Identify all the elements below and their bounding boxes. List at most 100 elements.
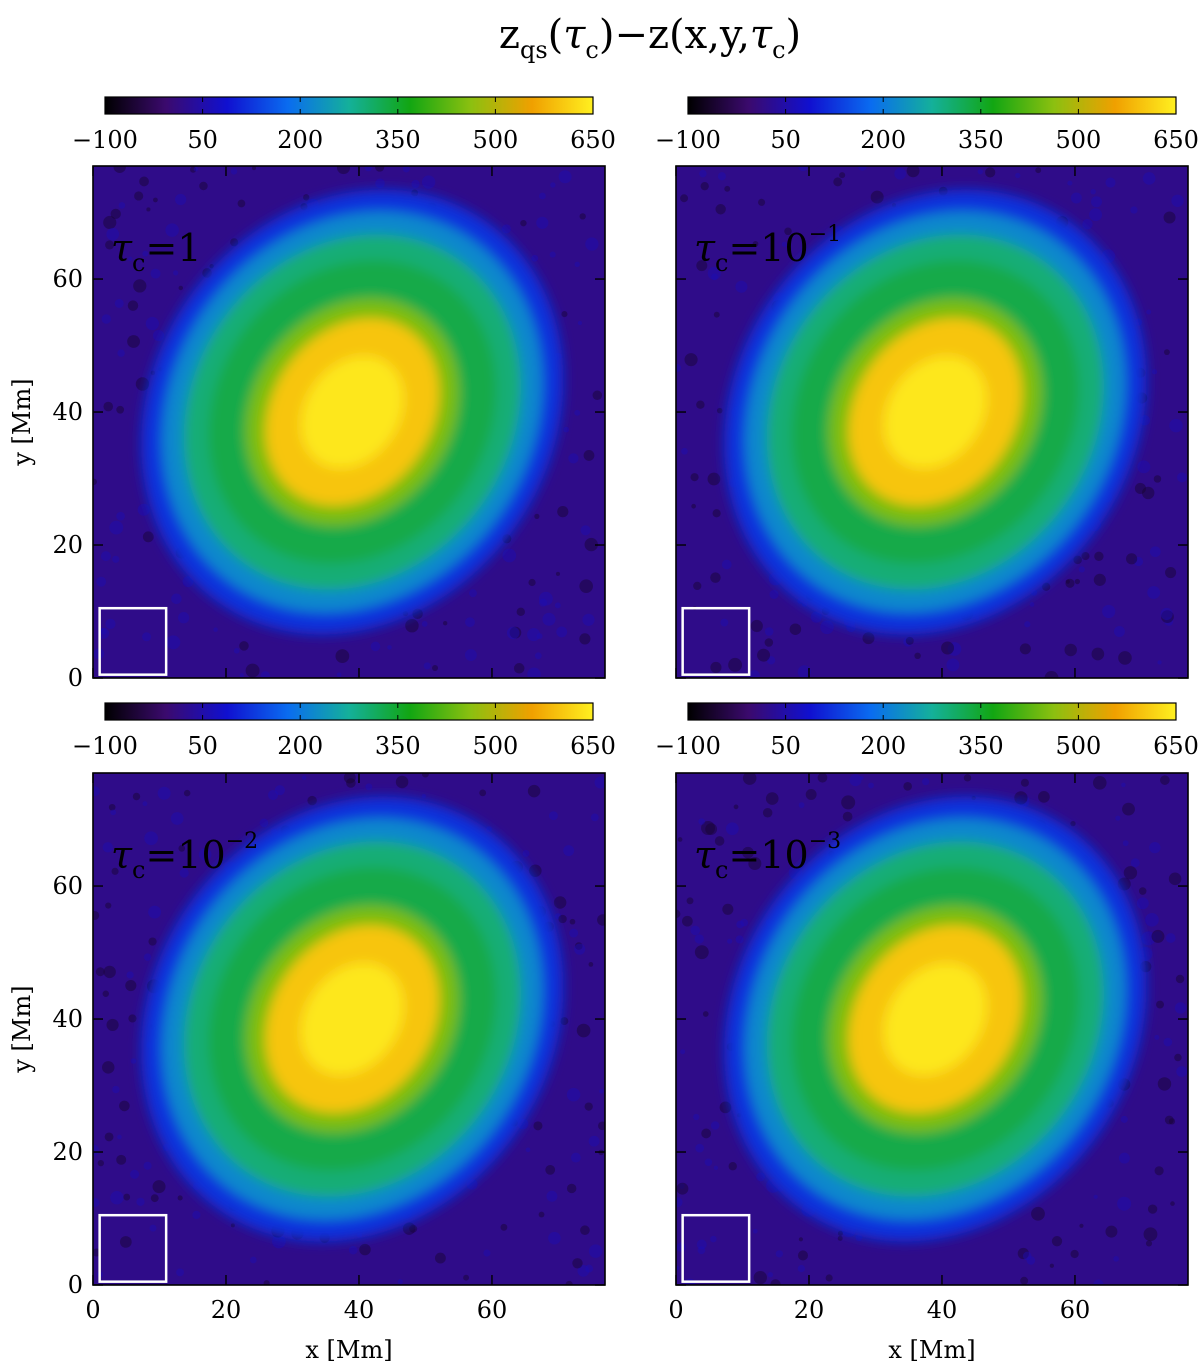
granule — [465, 617, 475, 628]
granule — [421, 621, 428, 627]
granule — [182, 576, 194, 588]
granule — [691, 503, 696, 509]
granule — [1154, 1034, 1160, 1040]
sunspot — [724, 189, 1147, 635]
granule — [105, 240, 115, 250]
granule — [102, 842, 113, 853]
granule — [123, 1193, 131, 1201]
granule — [409, 1224, 418, 1233]
granule — [370, 641, 381, 652]
panel-label: τc=10−1 — [694, 222, 841, 277]
granule — [681, 447, 688, 455]
granule — [963, 774, 972, 782]
granule — [677, 837, 683, 842]
x-tick-label: 40 — [344, 1296, 375, 1324]
granule — [538, 591, 553, 606]
y-tick-label: 0 — [68, 1271, 83, 1299]
colorbar-tick-label: 200 — [860, 126, 906, 154]
granule — [148, 937, 157, 946]
granule — [710, 1121, 720, 1130]
granule — [583, 450, 595, 461]
granule — [1156, 1000, 1164, 1009]
granule — [335, 649, 350, 663]
granule — [1093, 1279, 1104, 1285]
y-tick-label: 40 — [52, 398, 83, 426]
granule — [259, 818, 269, 828]
granule — [1146, 309, 1152, 315]
granule — [695, 1143, 705, 1153]
granule — [548, 811, 558, 821]
granule — [684, 353, 698, 367]
granule — [249, 1256, 257, 1264]
granule — [506, 626, 520, 640]
x-tick-label: 20 — [211, 1296, 242, 1324]
granule — [359, 1243, 371, 1256]
granule — [906, 166, 920, 178]
granule — [101, 314, 112, 324]
granule — [569, 918, 576, 925]
granule — [1149, 841, 1161, 854]
granule — [106, 227, 120, 241]
granule — [833, 177, 843, 187]
granule — [798, 802, 805, 809]
granule — [580, 1225, 590, 1236]
granule — [193, 167, 199, 172]
granule — [233, 648, 240, 654]
colorbar-tick-label: 650 — [570, 126, 616, 154]
granule — [905, 636, 914, 645]
granule — [263, 1280, 270, 1285]
colorbar-gradient — [687, 96, 1177, 115]
granule — [1070, 1249, 1079, 1259]
granule — [527, 628, 541, 642]
granule — [572, 1258, 583, 1269]
granule — [753, 1270, 767, 1285]
granule — [132, 792, 141, 801]
granule — [516, 607, 526, 617]
colorbar-tick-label: 200 — [277, 732, 323, 760]
granule — [1141, 486, 1155, 500]
granule — [116, 1154, 127, 1165]
granule — [106, 1018, 119, 1031]
granule — [680, 194, 689, 203]
granule — [230, 168, 238, 175]
granule — [946, 658, 960, 672]
granule — [239, 641, 249, 651]
granule — [548, 1231, 561, 1245]
colorbar-tick-label: 350 — [958, 126, 1004, 154]
granule — [676, 909, 681, 919]
granule — [95, 967, 105, 977]
granule — [579, 579, 593, 593]
granule — [701, 1128, 712, 1139]
colorbar-tick-label: 650 — [570, 732, 616, 760]
granule — [742, 846, 754, 859]
granule — [762, 808, 773, 818]
granule — [1121, 782, 1126, 788]
granule — [825, 1274, 833, 1282]
granule — [239, 673, 244, 678]
granule — [402, 166, 410, 173]
granule — [728, 657, 743, 672]
granule — [1120, 1115, 1128, 1123]
granule — [142, 801, 148, 807]
granule — [1143, 1227, 1158, 1242]
x-tick-label: 60 — [1060, 1296, 1091, 1324]
granule — [870, 190, 884, 204]
granule — [183, 789, 191, 797]
granule — [525, 1147, 531, 1153]
granule — [387, 645, 392, 650]
granule — [1163, 349, 1170, 356]
granule — [1024, 621, 1031, 628]
granule — [527, 667, 541, 678]
granule — [105, 618, 116, 630]
granule — [100, 551, 111, 562]
heatmap-image — [676, 773, 1188, 1285]
granule — [561, 311, 568, 318]
colorbar-tick-label: −100 — [72, 732, 138, 760]
colorbar-tick-label: 350 — [958, 732, 1004, 760]
granule — [756, 1172, 765, 1182]
granule — [702, 1011, 709, 1017]
granule — [693, 1113, 700, 1121]
granule — [1093, 573, 1106, 586]
granule — [1082, 218, 1093, 230]
